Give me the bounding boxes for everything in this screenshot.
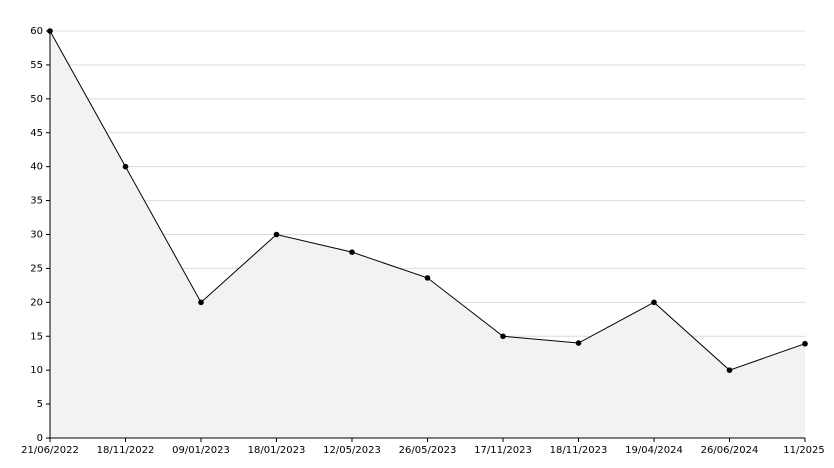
marker [726, 367, 733, 373]
y-tick-label: 50 [30, 94, 43, 105]
y-tick-label: 40 [30, 162, 43, 173]
marker [122, 163, 129, 170]
y-tick-label: 35 [30, 196, 43, 207]
marker [651, 299, 657, 306]
marker [500, 333, 506, 340]
y-tick-label: 60 [30, 26, 43, 37]
x-tick-label: 26/05/2023 [399, 445, 457, 456]
x-tick-label: 09/01/2023 [172, 445, 230, 456]
y-tick-label: 0 [37, 433, 43, 444]
x-tick-label: 11/2025 [783, 445, 825, 456]
marker [198, 299, 204, 306]
x-tick-label: 21/06/2022 [21, 445, 79, 456]
x-tick-label: 26/06/2024 [701, 445, 759, 456]
y-tick-label: 20 [30, 297, 43, 308]
x-tick-label: 18/01/2023 [248, 445, 306, 456]
y-tick-label: 15 [30, 331, 43, 342]
y-tick-label: 55 [30, 60, 43, 71]
marker [273, 231, 280, 238]
x-tick-label: 19/04/2024 [625, 445, 683, 456]
y-tick-label: 5 [37, 399, 43, 410]
x-tick-label: 17/11/2023 [474, 445, 532, 456]
x-tick-label: 18/11/2023 [550, 445, 608, 456]
x-tick-label: 18/11/2022 [97, 445, 155, 456]
y-tick-label: 25 [30, 263, 43, 274]
area [50, 31, 805, 438]
marker [802, 340, 808, 347]
y-tick-label: 30 [30, 230, 43, 241]
x-tick-label: 12/05/2023 [323, 445, 381, 456]
y-tick-label: 45 [30, 128, 43, 139]
marker [424, 275, 431, 281]
marker [349, 249, 355, 255]
marker [575, 340, 582, 346]
y-tick-label: 10 [30, 365, 43, 376]
